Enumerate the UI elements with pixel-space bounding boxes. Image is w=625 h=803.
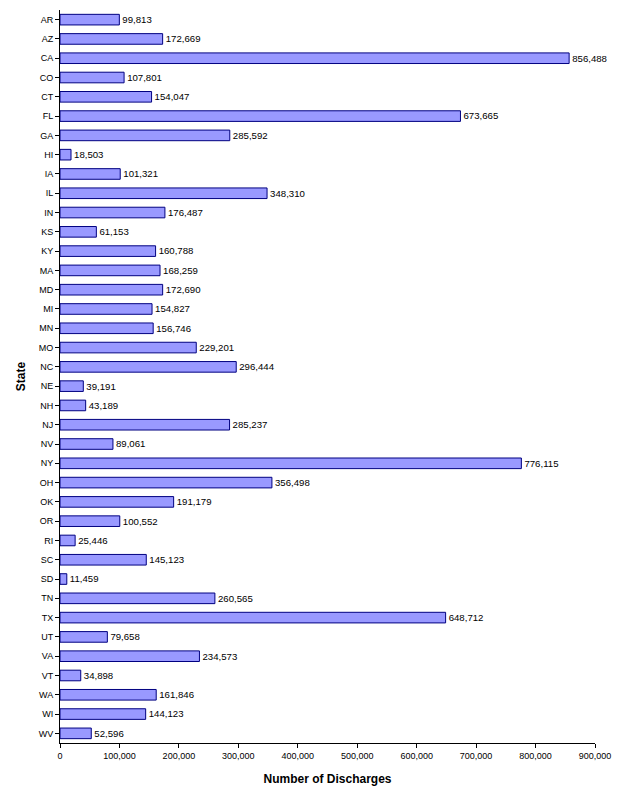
svg-text:NE: NE	[41, 381, 54, 391]
svg-text:IN: IN	[44, 208, 53, 218]
svg-text:TN: TN	[41, 593, 53, 603]
svg-text:43,189: 43,189	[89, 400, 118, 411]
svg-text:260,565: 260,565	[218, 593, 253, 604]
svg-text:900,000: 900,000	[579, 751, 612, 761]
svg-text:WA: WA	[39, 690, 53, 700]
svg-text:NC: NC	[40, 362, 53, 372]
svg-text:CT: CT	[41, 92, 53, 102]
svg-text:0: 0	[57, 751, 62, 761]
svg-text:776,115: 776,115	[524, 458, 558, 469]
svg-text:IA: IA	[45, 169, 54, 179]
svg-text:CA: CA	[41, 53, 54, 63]
svg-text:KY: KY	[41, 246, 53, 256]
svg-text:FL: FL	[43, 111, 54, 121]
svg-text:600,000: 600,000	[400, 751, 433, 761]
svg-text:648,712: 648,712	[449, 612, 484, 623]
svg-text:NY: NY	[41, 458, 54, 468]
svg-text:89,061: 89,061	[116, 438, 145, 449]
svg-text:348,310: 348,310	[270, 188, 305, 199]
svg-text:OR: OR	[40, 516, 54, 526]
svg-text:TX: TX	[42, 613, 54, 623]
svg-text:156,746: 156,746	[156, 323, 191, 334]
svg-text:NJ: NJ	[42, 420, 53, 430]
svg-text:AZ: AZ	[42, 34, 54, 44]
svg-text:160,788: 160,788	[159, 245, 194, 256]
svg-text:MA: MA	[40, 266, 54, 276]
svg-text:99,813: 99,813	[122, 14, 151, 25]
svg-text:IL: IL	[46, 188, 54, 198]
svg-text:CO: CO	[40, 73, 54, 83]
svg-text:State: State	[14, 362, 28, 392]
svg-text:176,487: 176,487	[168, 207, 203, 218]
svg-text:191,179: 191,179	[177, 496, 212, 507]
svg-text:SD: SD	[41, 574, 54, 584]
svg-text:700,000: 700,000	[460, 751, 493, 761]
svg-text:34,898: 34,898	[84, 670, 113, 681]
svg-text:MD: MD	[39, 285, 53, 295]
svg-text:Number of Discharges: Number of Discharges	[263, 772, 391, 786]
svg-text:OH: OH	[40, 478, 54, 488]
svg-text:NV: NV	[41, 439, 54, 449]
svg-text:39,191: 39,191	[86, 381, 115, 392]
svg-text:356,498: 356,498	[275, 477, 310, 488]
svg-text:400,000: 400,000	[282, 751, 315, 761]
svg-text:234,573: 234,573	[202, 651, 237, 662]
svg-text:673,665: 673,665	[463, 110, 498, 121]
svg-text:25,446: 25,446	[78, 535, 107, 546]
svg-text:VT: VT	[42, 671, 54, 681]
svg-text:200,000: 200,000	[163, 751, 196, 761]
svg-text:285,237: 285,237	[233, 419, 268, 430]
svg-text:MN: MN	[39, 323, 53, 333]
svg-text:MO: MO	[39, 343, 54, 353]
svg-text:52,596: 52,596	[94, 728, 123, 739]
svg-text:GA: GA	[40, 131, 53, 141]
svg-text:100,552: 100,552	[123, 516, 158, 527]
svg-text:172,690: 172,690	[166, 284, 201, 295]
svg-text:168,259: 168,259	[163, 265, 198, 276]
svg-text:300,000: 300,000	[222, 751, 255, 761]
svg-text:18,503: 18,503	[74, 149, 103, 160]
svg-text:800,000: 800,000	[519, 751, 552, 761]
svg-text:MI: MI	[43, 304, 53, 314]
svg-text:229,201: 229,201	[199, 342, 234, 353]
svg-text:SC: SC	[41, 555, 54, 565]
svg-text:RI: RI	[44, 536, 53, 546]
svg-text:296,444: 296,444	[239, 361, 274, 372]
svg-text:154,827: 154,827	[155, 303, 190, 314]
svg-text:161,846: 161,846	[159, 689, 194, 700]
svg-text:101,321: 101,321	[123, 168, 158, 179]
svg-text:OK: OK	[40, 497, 53, 507]
svg-text:KS: KS	[41, 227, 53, 237]
svg-text:100,000: 100,000	[103, 751, 136, 761]
svg-text:145,123: 145,123	[149, 554, 184, 565]
svg-text:107,801: 107,801	[127, 72, 162, 83]
svg-text:UT: UT	[41, 632, 53, 642]
svg-text:500,000: 500,000	[341, 751, 374, 761]
svg-text:WI: WI	[42, 709, 53, 719]
svg-text:VA: VA	[42, 651, 53, 661]
svg-text:11,459: 11,459	[70, 573, 99, 584]
svg-text:61,153: 61,153	[99, 226, 128, 237]
svg-text:HI: HI	[44, 150, 53, 160]
svg-text:79,658: 79,658	[110, 631, 139, 642]
svg-text:172,669: 172,669	[166, 33, 201, 44]
svg-text:856,488: 856,488	[572, 53, 607, 64]
svg-text:WV: WV	[39, 729, 54, 739]
svg-text:AR: AR	[41, 15, 54, 25]
svg-text:285,592: 285,592	[233, 130, 268, 141]
svg-text:144,123: 144,123	[149, 708, 184, 719]
svg-text:154,047: 154,047	[155, 91, 190, 102]
svg-text:NH: NH	[40, 401, 53, 411]
